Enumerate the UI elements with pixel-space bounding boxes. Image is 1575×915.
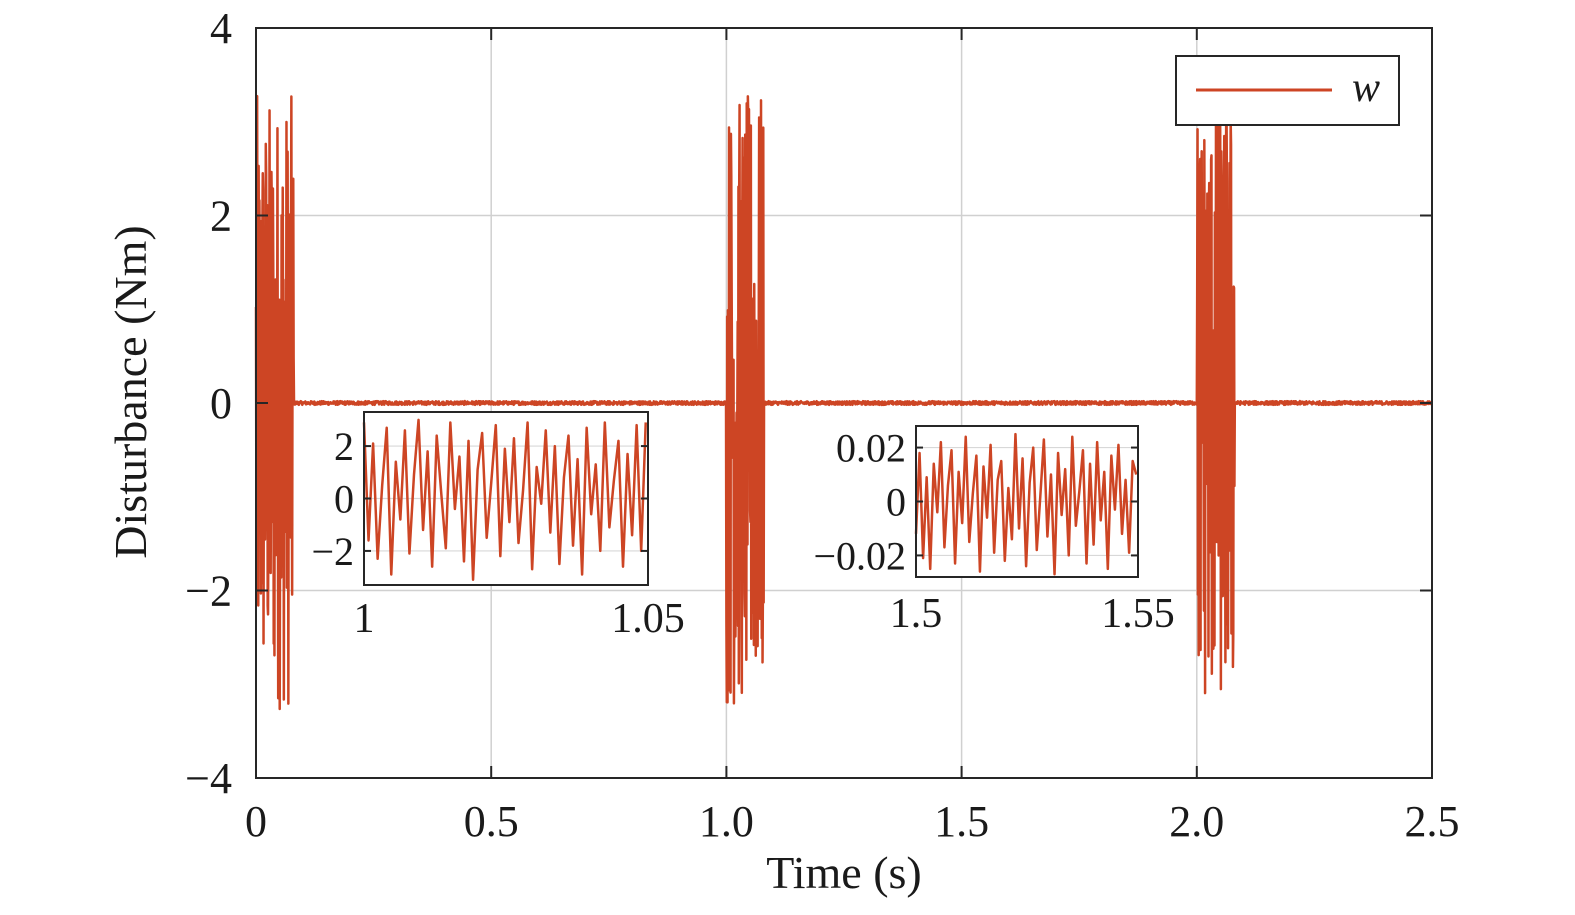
inset-y-tick-label: 0 (886, 480, 906, 525)
y-tick-label: 2 (210, 192, 232, 241)
x-tick-label: 1.0 (699, 797, 754, 846)
inset-x-tick-label: 1.5 (890, 591, 943, 637)
main-ticks (255, 27, 1433, 779)
main-ytick-labels: −4 −2 0 2 4 (185, 4, 232, 803)
x-tick-label: 1.5 (934, 797, 989, 846)
y-tick-label: 4 (210, 4, 232, 53)
inset-1: 2 0 −21 1.05 (311, 411, 685, 642)
inset-y-tick-label: 0.02 (836, 426, 906, 471)
inset-y-tick-label: 2 (334, 424, 354, 469)
inset-series-w-line (362, 418, 647, 582)
y-tick-label: 0 (210, 379, 232, 428)
x-tick-label: 2.0 (1169, 797, 1224, 846)
x-tick-label: 2.5 (1405, 797, 1460, 846)
x-tick-label: 0 (245, 797, 267, 846)
main-series (254, 94, 1433, 711)
series-w-line (254, 94, 1433, 711)
inset-series-w-line (914, 432, 1138, 576)
inset-x-tick-label: 1.05 (611, 596, 685, 642)
inset-y-tick-label: −0.02 (813, 533, 906, 578)
x-tick-label: 0.5 (464, 797, 519, 846)
legend: w (1175, 55, 1400, 126)
inset-y-tick-label: −2 (311, 529, 354, 574)
inset-y-tick-label: 0 (334, 477, 354, 522)
y-tick-label: −4 (185, 754, 232, 803)
inset-x-tick-label: 1.55 (1101, 591, 1175, 637)
inset-2: 0.02 0 −0.02 1.5 1.55 (813, 425, 1175, 637)
legend-label-w: w (1352, 65, 1380, 111)
inset-x-tick-label: 1 (354, 596, 375, 642)
x-axis-label: Time (s) (766, 847, 922, 898)
main-xtick-labels: 0 0.5 1.0 1.5 2.0 2.5 (245, 797, 1460, 846)
y-tick-label: −2 (185, 567, 232, 616)
y-axis-label: Disturbance (Nm) (105, 225, 156, 558)
